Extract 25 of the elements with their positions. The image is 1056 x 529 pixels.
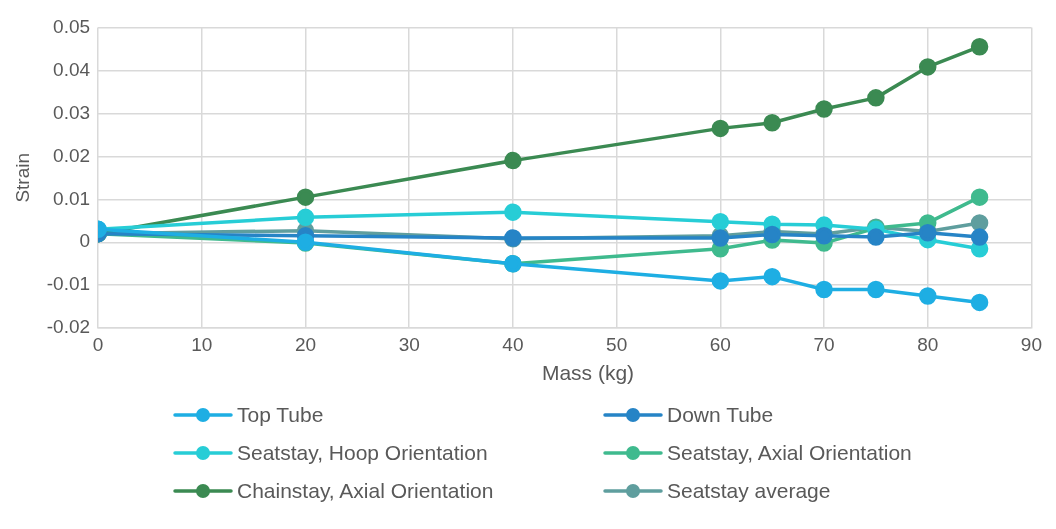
x-tick-label: 30: [398, 333, 420, 355]
legend-label: Top Tube: [237, 403, 324, 427]
x-axis-title: Mass (kg): [540, 361, 636, 385]
legend-label: Down Tube: [667, 403, 774, 427]
x-tick-label: 10: [191, 333, 213, 355]
x-tick-label: 80: [917, 333, 939, 355]
y-tick-label: 0.03: [53, 101, 91, 123]
legend-label: Chainstay, Axial Orientation: [237, 479, 494, 503]
y-tick-label: 0.04: [53, 58, 91, 80]
y-tick-label: 0.01: [53, 187, 91, 209]
x-tick-label: 90: [1020, 333, 1042, 355]
y-tick-label: 0: [79, 230, 91, 252]
x-tick-label: 50: [606, 333, 628, 355]
legend-label: Seatstay, Hoop Orientation: [237, 441, 488, 465]
y-axis-title: Strain: [11, 152, 33, 203]
x-tick-label: 60: [709, 333, 731, 355]
y-tick-label: 0.05: [53, 15, 91, 37]
x-tick-label: 70: [813, 333, 835, 355]
x-tick-label: 20: [294, 333, 317, 355]
y-tick-label: 0.02: [53, 144, 91, 166]
x-tick-label: 40: [502, 333, 524, 355]
legend-label: Seatstay average: [667, 479, 831, 503]
y-tick-label: -0.01: [46, 273, 91, 295]
legend-label: Seatstay, Axial Orientation: [667, 441, 912, 465]
y-tick-label: -0.02: [46, 316, 91, 338]
